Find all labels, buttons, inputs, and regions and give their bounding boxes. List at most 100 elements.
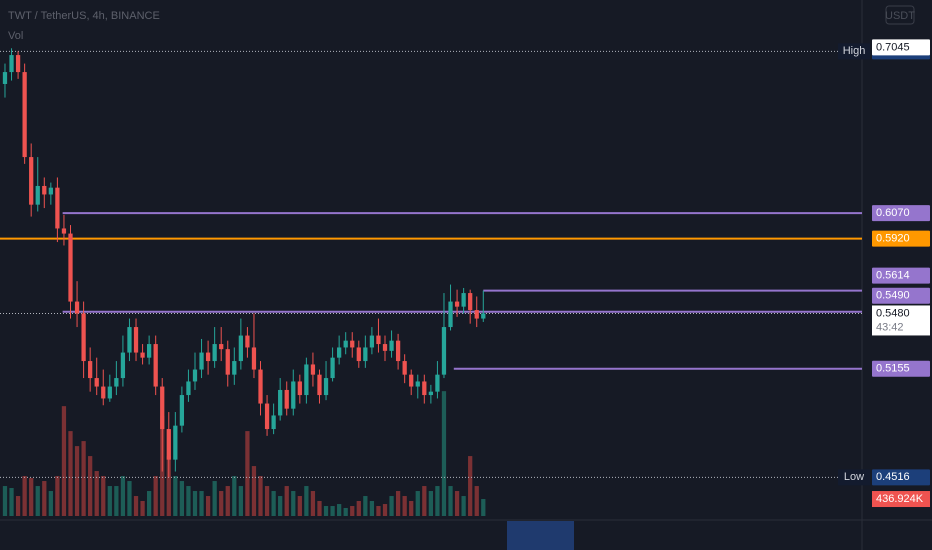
candle-body xyxy=(258,369,263,404)
candle-body xyxy=(448,301,453,328)
volume-bar xyxy=(461,496,466,516)
volume-bar xyxy=(186,486,191,516)
candle-body xyxy=(350,340,355,348)
volume-bar xyxy=(435,486,440,516)
volume-bar xyxy=(120,476,126,516)
volume-bar xyxy=(245,431,250,516)
currency[interactable]: USDT xyxy=(885,10,915,22)
candle-body xyxy=(133,327,139,353)
volume-bar xyxy=(310,491,316,516)
candle-body xyxy=(402,361,407,375)
volume-bar xyxy=(88,456,93,516)
candle-body xyxy=(454,301,460,307)
volume-bar xyxy=(81,441,86,516)
marker-name-box xyxy=(838,469,870,486)
level-label: 0.5490 xyxy=(876,290,910,302)
candle-body xyxy=(225,349,230,375)
level-label: 0.5155 xyxy=(876,363,910,375)
candle-body xyxy=(376,335,381,345)
candle-body xyxy=(107,386,112,399)
volume-bar xyxy=(153,476,158,516)
volume-bar xyxy=(474,486,479,516)
volume-bar xyxy=(166,456,171,516)
candle-body xyxy=(114,378,119,387)
candle-body xyxy=(127,327,132,353)
volume-bar xyxy=(409,501,414,516)
candle-body xyxy=(382,344,388,351)
candle-body xyxy=(415,381,420,387)
volume-bar xyxy=(94,471,99,516)
scale-top: 0.7045 xyxy=(876,41,910,53)
level-label: 0.5614 xyxy=(876,270,910,282)
scale-top-box xyxy=(872,39,930,56)
volume-bar xyxy=(422,486,427,516)
volume-bar xyxy=(284,486,289,516)
volume-bar xyxy=(395,491,401,516)
marker-name: High xyxy=(843,45,866,57)
volume-bar xyxy=(238,486,243,516)
currency-box[interactable] xyxy=(885,5,915,25)
volume-bar xyxy=(323,506,329,516)
candle-body xyxy=(22,72,27,158)
volume-bar xyxy=(258,476,263,516)
candle-body xyxy=(101,386,106,399)
candle-body xyxy=(481,313,486,319)
volume-bar xyxy=(225,486,230,516)
marker-name-box xyxy=(838,43,870,60)
candle-body xyxy=(317,374,322,396)
candle-body xyxy=(343,340,348,348)
chart-title: TWT / TetherUS, 4h, BINANCE xyxy=(8,10,160,22)
candle-body xyxy=(94,378,99,387)
candle-body xyxy=(219,344,224,350)
volume-bar xyxy=(278,496,283,516)
volume-bar xyxy=(481,499,486,516)
candle-body xyxy=(291,381,296,409)
candle-body xyxy=(140,352,145,358)
candle-body xyxy=(356,347,361,362)
label-layer: 0.6070 0.5920 0.5614 0.5490 0.5155 0.5480 43:4… xyxy=(838,39,930,508)
candle-body xyxy=(389,340,394,351)
candle-body xyxy=(212,344,217,362)
candle-body xyxy=(271,415,276,430)
volume-bar xyxy=(15,496,21,516)
volume-bar xyxy=(74,446,80,516)
candle-body xyxy=(278,389,283,416)
candle-body xyxy=(2,72,8,84)
last-price: 0.5480 xyxy=(876,307,910,319)
candle-body xyxy=(166,429,171,460)
last-price-box xyxy=(872,305,930,336)
candle-body xyxy=(55,187,60,229)
candle-body xyxy=(395,340,401,362)
countdown: 43:42 xyxy=(876,321,904,333)
candle-body xyxy=(468,293,473,311)
candle-body xyxy=(337,347,342,358)
volume-bar xyxy=(376,506,381,516)
candle-body xyxy=(310,364,316,375)
candle-body xyxy=(9,55,14,73)
candle-body xyxy=(435,374,440,392)
volume-bar xyxy=(146,491,152,516)
volume-bar xyxy=(212,481,217,516)
candle-body xyxy=(297,381,302,396)
candle-body xyxy=(422,381,427,396)
level-label-box xyxy=(872,287,930,304)
candle-body xyxy=(61,228,67,234)
levels-layer xyxy=(0,50,862,478)
volume-bar xyxy=(350,506,355,516)
candle-body xyxy=(48,187,53,195)
volume-bar xyxy=(264,486,270,516)
level-label-box xyxy=(872,205,930,222)
volume-bar xyxy=(330,506,335,516)
volume-bar xyxy=(232,476,237,516)
candle-layer xyxy=(2,48,486,478)
volume-bar xyxy=(428,491,433,516)
volume-bar xyxy=(140,501,145,516)
candle-body xyxy=(409,374,414,387)
volume-bar xyxy=(369,501,375,516)
volume-bar xyxy=(2,486,8,516)
candle-body xyxy=(74,301,80,314)
volume-bar xyxy=(304,486,309,516)
